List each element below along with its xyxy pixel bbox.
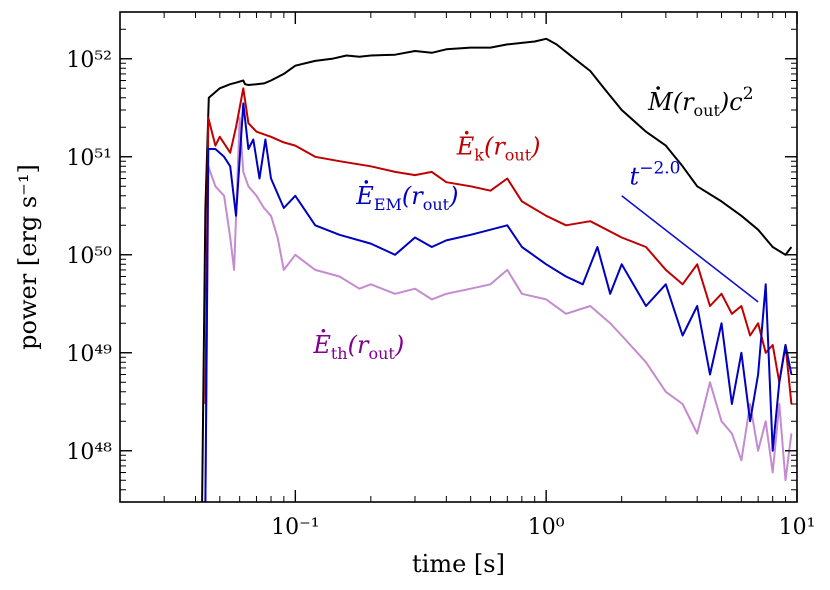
annotation-layer: M(rout​)c2 Ek​(rout​) EEM​(rout​) Eth​(rout…: [312, 84, 753, 363]
y-tick-label: 10⁵⁰: [66, 244, 112, 269]
series-line-edot-em-r-out-: [204, 102, 793, 502]
series-label-eem: EEM​(rout​): [355, 182, 458, 214]
y-axis-label: power [erg s⁻¹]: [14, 164, 42, 350]
series-line-mdot-r-out-c-2: [201, 37, 793, 502]
y-tick-label: 10⁴⁹: [66, 342, 112, 367]
overdot-ek: [464, 130, 469, 135]
plot-frame: [119, 11, 798, 503]
series-layer: [201, 37, 793, 502]
series-label-eth: Eth​(rout​): [312, 331, 404, 363]
overdot-mdot: [656, 86, 660, 90]
overdot-eth: [321, 328, 326, 333]
overdot-eem: [364, 180, 369, 184]
series-label-tpow: t−2.0: [630, 159, 681, 191]
y-tick-label: 10⁵¹: [66, 146, 112, 171]
series-label-mdot: M(rout​)c2: [647, 84, 753, 120]
x-tick-label: 10¹: [779, 515, 816, 540]
y-tick-label: 10⁴⁸: [66, 440, 112, 465]
series-line-edot-k-r-out-: [204, 87, 793, 405]
x-tick-label: 10⁻¹: [271, 515, 319, 540]
x-axis-label: time [s]: [412, 550, 505, 578]
x-tick-label: 10⁰: [528, 515, 565, 540]
series-line-powerlaw: [621, 195, 759, 303]
y-tick-label: 10⁵²: [66, 48, 112, 73]
series-line-edot-th-r-out-: [204, 116, 793, 502]
series-label-ek: Ek​(rout​): [456, 133, 541, 165]
